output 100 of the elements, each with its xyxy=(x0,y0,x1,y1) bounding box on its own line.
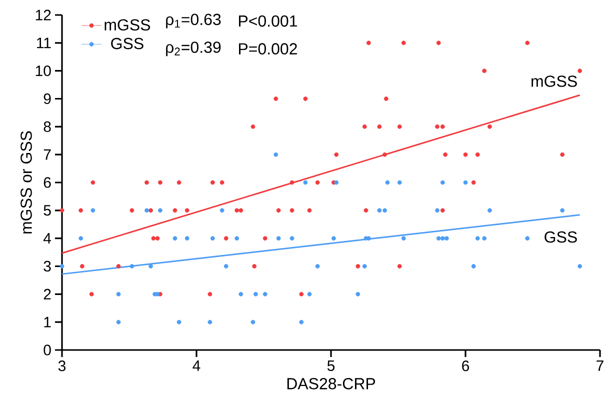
point xyxy=(238,208,244,213)
series-label: GSS xyxy=(544,231,577,243)
y-tick-label: 10 xyxy=(36,66,51,76)
legend-label: GSS xyxy=(111,38,144,50)
y-tick-label: 9 xyxy=(44,93,51,104)
point xyxy=(224,264,228,268)
point xyxy=(435,124,440,129)
point xyxy=(210,236,215,241)
point xyxy=(253,292,258,296)
point xyxy=(250,124,256,129)
point xyxy=(362,264,367,268)
point xyxy=(90,208,96,213)
point xyxy=(299,320,304,324)
point xyxy=(184,208,190,213)
point xyxy=(274,96,278,101)
y-tick-label: 1 xyxy=(44,316,51,328)
point xyxy=(130,264,134,268)
y-tick-label: 2 xyxy=(44,288,51,300)
point xyxy=(471,180,476,185)
point xyxy=(366,40,371,46)
point xyxy=(334,180,339,185)
point xyxy=(290,236,294,241)
point xyxy=(252,264,257,268)
x-axis-title: DAS28-CRP xyxy=(287,378,376,390)
y-tick-label: 12 xyxy=(36,10,51,20)
y-tick-label: 11 xyxy=(37,38,51,48)
legend-label: mGSS xyxy=(104,19,150,31)
annotation: P=0.002 xyxy=(239,43,297,54)
point xyxy=(158,208,162,213)
point xyxy=(525,236,530,241)
point xyxy=(401,236,406,241)
point xyxy=(382,208,387,213)
point xyxy=(385,180,390,185)
annotation: ρ$_{2}$=0.39 xyxy=(166,42,221,56)
point xyxy=(60,208,64,213)
y-tick-label: 5 xyxy=(44,205,51,216)
y-tick-label: 8 xyxy=(44,121,51,132)
point xyxy=(397,124,402,129)
point xyxy=(262,292,268,296)
x-tick-label: 4 xyxy=(192,360,200,371)
point xyxy=(116,264,121,268)
point xyxy=(397,180,402,185)
point xyxy=(362,124,367,129)
point xyxy=(377,208,382,213)
point xyxy=(356,292,360,296)
point xyxy=(315,180,320,185)
y-tick-label: 3 xyxy=(44,260,51,272)
point xyxy=(116,292,121,296)
point xyxy=(440,180,445,185)
point xyxy=(475,236,480,241)
x-tick-label: 6 xyxy=(462,360,470,372)
point xyxy=(172,236,178,241)
point xyxy=(130,208,134,213)
point xyxy=(78,236,84,241)
point xyxy=(440,236,445,241)
point xyxy=(482,68,487,74)
point xyxy=(276,208,281,213)
point xyxy=(525,40,530,46)
point xyxy=(155,236,160,241)
point xyxy=(274,152,278,157)
point xyxy=(148,208,153,213)
point xyxy=(290,208,294,213)
point xyxy=(148,264,153,268)
point xyxy=(208,292,212,296)
point xyxy=(364,208,368,213)
point xyxy=(210,180,215,185)
point xyxy=(331,236,336,241)
point xyxy=(382,152,387,157)
point xyxy=(151,236,156,241)
x-tick-label: 5 xyxy=(327,360,335,371)
point xyxy=(463,152,468,157)
point xyxy=(488,208,492,213)
point xyxy=(303,96,308,101)
point xyxy=(234,208,240,213)
point xyxy=(208,320,212,324)
point xyxy=(299,292,304,296)
point xyxy=(184,236,190,241)
point xyxy=(158,180,162,185)
point xyxy=(224,236,228,241)
point xyxy=(238,292,244,296)
point xyxy=(262,236,268,241)
point xyxy=(440,208,445,213)
point xyxy=(220,208,224,213)
point xyxy=(463,180,468,185)
y-tick-label: 6 xyxy=(44,177,51,188)
series-label: mGSS xyxy=(532,76,577,87)
point xyxy=(560,152,565,157)
point xyxy=(488,124,492,129)
point xyxy=(144,208,149,213)
point xyxy=(176,320,182,324)
point xyxy=(315,264,320,268)
point xyxy=(377,124,382,129)
point xyxy=(78,208,84,213)
point xyxy=(176,180,182,185)
point xyxy=(89,292,94,296)
y-tick-label: 0 xyxy=(44,344,51,356)
point xyxy=(250,320,256,324)
point xyxy=(172,208,178,213)
point xyxy=(444,236,449,241)
point xyxy=(60,264,64,268)
